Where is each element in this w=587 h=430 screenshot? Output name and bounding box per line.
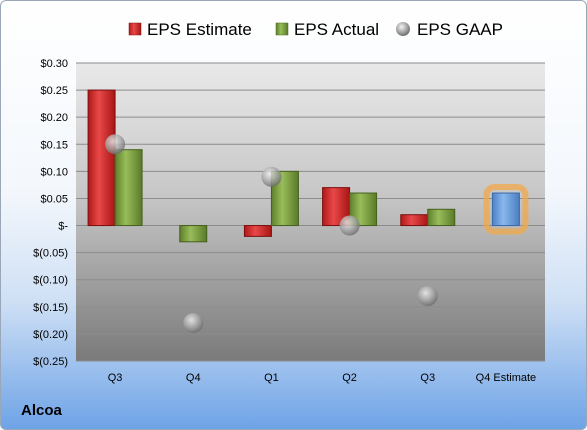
legend: EPS Estimate EPS Actual EPS GAAP xyxy=(128,20,503,39)
y-tick-label: $(0.05) xyxy=(33,248,68,260)
forecast-highlight xyxy=(483,184,529,235)
bar-eps-estimate xyxy=(87,89,116,227)
legend-label-gaap: EPS GAAP xyxy=(417,20,503,39)
gridlines xyxy=(76,62,545,362)
y-axis-ticks: $0.30 $0.25 $0.20 $0.15 $0.10 $0.05 $- $(0.05) $… xyxy=(33,58,68,368)
bar-eps-actual xyxy=(114,149,143,227)
bar-eps-estimate xyxy=(243,225,272,237)
legend-swatch-gaap xyxy=(396,22,410,36)
bar-eps-forecast xyxy=(491,192,520,227)
bar-eps-actual xyxy=(179,225,208,243)
legend-swatch-estimate xyxy=(128,22,142,36)
gaap-markers xyxy=(105,134,438,334)
y-tick-label: $0.05 xyxy=(40,193,68,205)
y-tick-label: $(0.25) xyxy=(33,356,68,368)
x-axis-ticks: Q3 Q4 Q1 Q2 Q3 Q4 Estimate xyxy=(108,372,536,384)
marker-eps-gaap xyxy=(105,134,126,155)
bar-eps-actual xyxy=(427,208,456,227)
y-tick-label: $(0.10) xyxy=(33,275,68,287)
y-tick-label: $0.20 xyxy=(40,112,68,124)
bar-eps-estimate xyxy=(400,214,429,227)
x-tick-label: Q3 xyxy=(420,372,435,384)
y-tick-label: $0.15 xyxy=(40,139,68,151)
y-tick-label: $(0.20) xyxy=(33,329,68,341)
legend-label-actual: EPS Actual xyxy=(294,20,379,39)
marker-eps-gaap xyxy=(261,166,282,187)
y-tick-label: $0.25 xyxy=(40,85,68,97)
x-tick-label: Q3 xyxy=(108,372,123,384)
marker-eps-gaap xyxy=(183,313,204,334)
y-tick-label: $0.30 xyxy=(40,58,68,70)
x-tick-label: Q4 Estimate xyxy=(476,372,537,384)
marker-eps-gaap xyxy=(417,285,438,306)
x-tick-label: Q2 xyxy=(342,372,357,384)
x-tick-label: Q4 xyxy=(186,372,201,384)
legend-swatch-actual xyxy=(275,22,289,36)
y-tick-label: $0.10 xyxy=(40,166,68,178)
legend-item-gaap: EPS GAAP xyxy=(396,20,503,39)
legend-item-actual: EPS Actual xyxy=(275,20,379,39)
bars xyxy=(87,89,529,243)
legend-label-estimate: EPS Estimate xyxy=(147,20,252,39)
legend-item-estimate: EPS Estimate xyxy=(128,20,252,39)
company-name: Alcoa xyxy=(21,402,62,419)
y-tick-label: $(0.15) xyxy=(33,302,68,314)
marker-eps-gaap xyxy=(339,215,360,236)
x-tick-label: Q1 xyxy=(264,372,279,384)
y-tick-label: $- xyxy=(58,221,68,233)
plot-area xyxy=(76,63,545,361)
